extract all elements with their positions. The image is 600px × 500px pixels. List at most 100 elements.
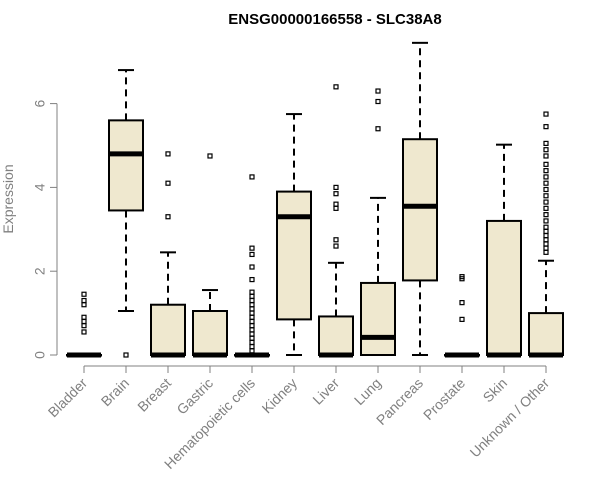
- outlier-point: [249, 339, 255, 346]
- box-iqr: [528, 312, 564, 357]
- y-axis-label: Expression: [0, 164, 16, 233]
- outlier-point: [543, 168, 549, 174]
- outlier-point: [249, 289, 255, 295]
- box-breast: [150, 151, 186, 358]
- outlier-point: [543, 180, 549, 186]
- chart-title: ENSG00000166558 - SLC38A8: [228, 11, 441, 28]
- box-bladder: [66, 291, 102, 358]
- outlier-point: [543, 228, 549, 234]
- x-tick-label: Liver: [309, 375, 342, 408]
- x-tick-label: Pancreas: [373, 375, 426, 428]
- outlier-point: [543, 232, 549, 239]
- outlier-point: [543, 174, 549, 180]
- outlier-point: [81, 302, 87, 308]
- outlier-point: [543, 153, 549, 159]
- outlier-point: [249, 348, 255, 354]
- box-brain: [108, 69, 144, 358]
- box-iqr: [318, 315, 354, 356]
- y-tick-label: 4: [32, 183, 48, 191]
- outlier-point: [249, 314, 255, 320]
- outlier-point: [249, 264, 255, 270]
- x-tick-label: Skin: [480, 375, 511, 406]
- outlier-point: [249, 335, 255, 341]
- box-gastric: [192, 153, 228, 358]
- outlier-point: [81, 297, 87, 304]
- box-iqr: [192, 310, 228, 357]
- outlier-point: [333, 201, 339, 207]
- outlier-point: [543, 205, 549, 211]
- outlier-point: [81, 329, 87, 335]
- x-tick-label: Unknown / Other: [467, 375, 553, 461]
- box-iqr: [402, 138, 438, 282]
- box-hematopoietic-cells: [234, 174, 270, 358]
- outlier-point: [333, 191, 339, 197]
- outlier-point: [543, 111, 549, 117]
- outlier-point: [165, 180, 171, 186]
- outlier-point: [207, 153, 213, 159]
- x-tick-label: Lung: [351, 375, 384, 408]
- box-unknown-other: [528, 111, 564, 358]
- outlier-point: [543, 241, 549, 247]
- x-tick-label: Kidney: [259, 375, 301, 417]
- box-iqr: [150, 303, 186, 356]
- x-tick-label: Prostate: [420, 375, 468, 423]
- outlier-point: [81, 291, 87, 297]
- outlier-point: [249, 245, 255, 251]
- outlier-point: [333, 237, 339, 243]
- outlier-point: [249, 327, 255, 333]
- box-iqr: [486, 219, 522, 356]
- outlier-point: [249, 306, 255, 312]
- outlier-point: [249, 293, 255, 299]
- outlier-point: [543, 161, 549, 167]
- outlier-point: [543, 237, 549, 243]
- y-tick-label: 6: [32, 99, 48, 107]
- x-tick-label: Bladder: [45, 375, 91, 421]
- outlier-point: [543, 193, 549, 199]
- box-lung: [360, 88, 396, 357]
- outlier-point: [249, 310, 255, 316]
- outlier-point: [249, 251, 255, 258]
- outlier-point: [543, 199, 549, 205]
- outlier-point: [375, 88, 381, 94]
- box-iqr: [108, 119, 144, 212]
- x-tick-label: Breast: [134, 375, 174, 415]
- box-iqr: [360, 281, 396, 357]
- outlier-point: [165, 214, 171, 220]
- outlier-point: [543, 245, 549, 251]
- outlier-point: [249, 276, 255, 283]
- outlier-point: [333, 184, 339, 190]
- outlier-point: [249, 174, 255, 180]
- outlier-point: [249, 297, 255, 304]
- outlier-point: [249, 344, 255, 350]
- box-skin: [486, 143, 522, 358]
- outlier-point: [543, 224, 549, 230]
- outlier-point: [543, 140, 549, 147]
- y-tick-label: 0: [32, 351, 48, 359]
- outlier-point: [459, 300, 465, 306]
- x-tick-label: Brain: [98, 375, 132, 409]
- box-iqr: [276, 190, 312, 321]
- boxes-group: [66, 41, 564, 358]
- outlier-point: [543, 212, 549, 218]
- outlier-point: [459, 274, 465, 280]
- outlier-point: [543, 186, 549, 193]
- outlier-point: [249, 331, 255, 337]
- outlier-point: [81, 323, 87, 329]
- outlier-point: [123, 352, 129, 358]
- box-liver: [318, 84, 354, 358]
- y-axis: 0 2 4 6: [32, 99, 58, 359]
- outlier-point: [459, 316, 465, 322]
- outlier-point: [375, 98, 381, 105]
- outlier-point: [543, 218, 549, 224]
- outlier-point: [543, 147, 549, 153]
- outlier-point: [165, 151, 171, 157]
- outlier-point: [81, 314, 87, 320]
- outlier-point: [375, 126, 381, 132]
- outlier-point: [81, 318, 87, 325]
- outlier-point: [249, 323, 255, 329]
- outlier-point: [333, 243, 339, 249]
- outlier-point: [249, 302, 255, 308]
- outlier-point: [333, 205, 339, 211]
